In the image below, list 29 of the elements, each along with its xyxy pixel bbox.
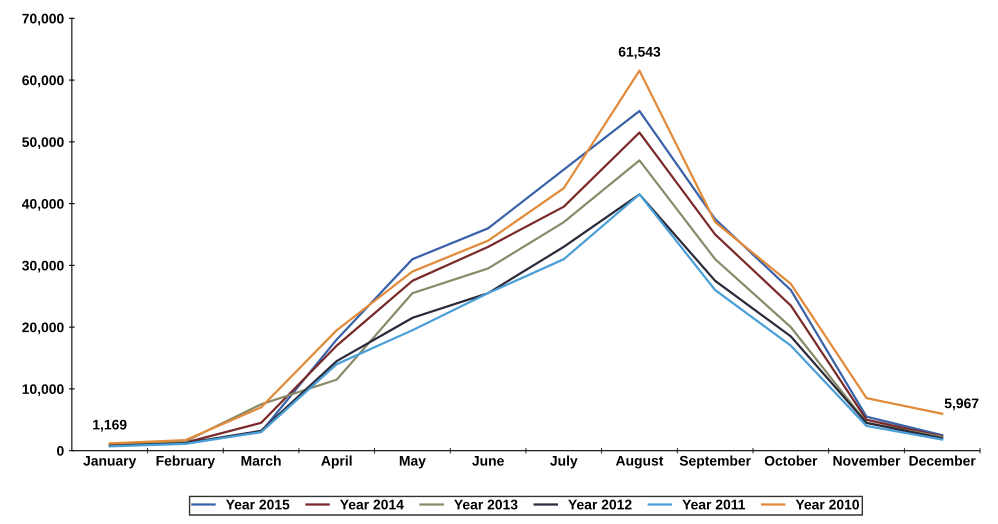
x-tick-label: December xyxy=(910,456,976,466)
y-tick-label: 0 xyxy=(57,446,64,456)
x-tick-label: January xyxy=(83,456,136,468)
legend-label: Year 2014 xyxy=(340,500,404,510)
x-tick-label: August xyxy=(616,456,664,468)
legend-label: Year 2012 xyxy=(568,500,632,510)
annotation: 61,543 xyxy=(618,46,660,59)
legend-label: Year 2011 xyxy=(682,500,746,510)
x-tick-label: September xyxy=(680,456,751,468)
annotation: 5,967 xyxy=(944,398,978,410)
x-tick-label: June xyxy=(472,456,504,466)
legend-label: Year 2013 xyxy=(454,500,518,510)
x-tick-label: November xyxy=(833,456,900,466)
x-tick-label: March xyxy=(242,456,281,466)
x-tick-label: May xyxy=(400,456,426,468)
y-tick-label: 20,000 xyxy=(22,322,64,334)
y-tick-label: 50,000 xyxy=(22,137,64,150)
y-tick-label: 30,000 xyxy=(22,260,64,273)
y-tick-label: 60,000 xyxy=(22,75,64,88)
y-tick-label: 40,000 xyxy=(22,198,64,211)
legend-label: Year 2010 xyxy=(796,500,859,510)
x-tick-label: April xyxy=(321,456,352,468)
y-tick-label: 70,000 xyxy=(22,14,64,26)
legend-label: Year 2015 xyxy=(226,500,290,510)
annotation: 1,169 xyxy=(93,420,127,432)
x-tick-label: October xyxy=(764,456,818,466)
x-tick-label: February xyxy=(156,456,216,468)
y-tick-label: 10,000 xyxy=(22,384,64,396)
x-tick-label: July xyxy=(550,456,578,468)
